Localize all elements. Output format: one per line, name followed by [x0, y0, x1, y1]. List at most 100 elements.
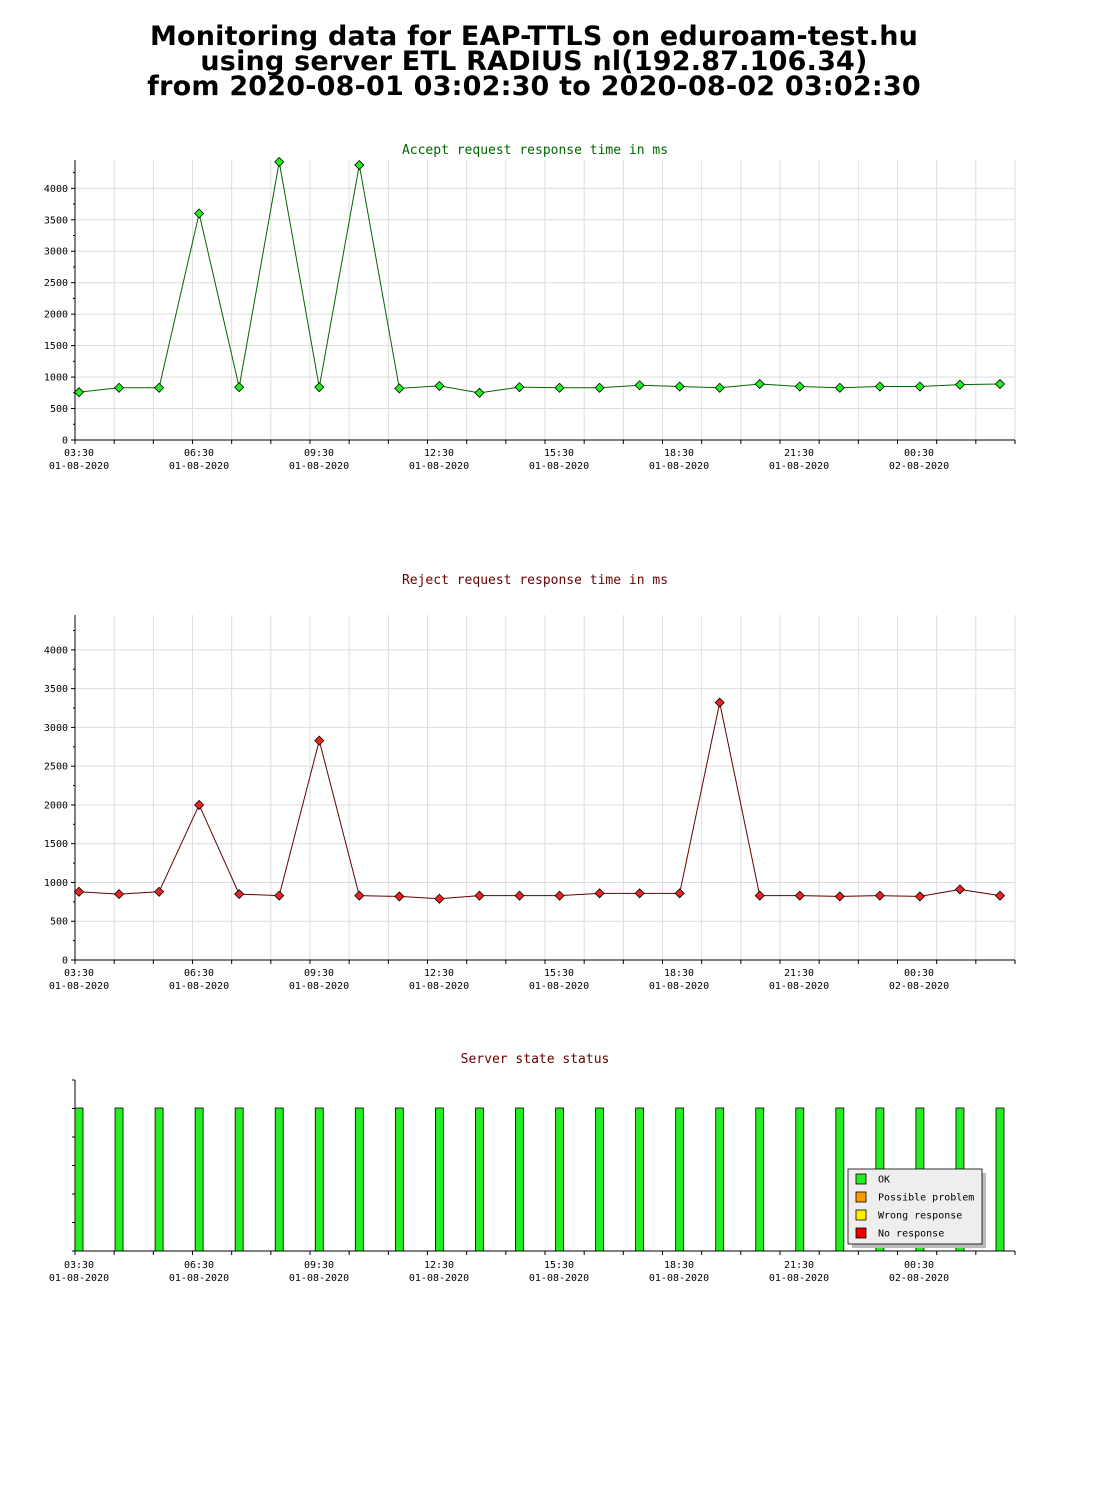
data-point — [394, 891, 405, 902]
data-point — [674, 381, 685, 392]
legend-swatch — [855, 1227, 867, 1239]
data-point — [234, 382, 245, 393]
x-tick-label-time: 00:30 — [904, 1260, 934, 1271]
x-tick-label-time: 00:30 — [904, 448, 934, 459]
x-tick-label-time: 18:30 — [664, 1260, 694, 1271]
status-bar — [995, 1107, 1005, 1252]
x-tick-label-date: 02-08-2020 — [889, 461, 949, 472]
data-point — [514, 382, 525, 393]
x-tick-label-date: 01-08-2020 — [49, 1273, 109, 1284]
data-point — [554, 890, 565, 901]
x-tick-label-time: 12:30 — [424, 448, 454, 459]
data-point — [73, 387, 85, 398]
status-bar — [835, 1107, 845, 1252]
status-bar — [394, 1107, 404, 1252]
status-bar — [234, 1107, 244, 1252]
y-tick-label: 3000 — [44, 723, 68, 734]
status-bar — [475, 1107, 484, 1252]
data-point — [314, 382, 325, 393]
x-tick-label-time: 06:30 — [184, 968, 214, 979]
data-point — [554, 382, 565, 393]
legend-swatch — [855, 1173, 867, 1185]
plot-area — [72, 1079, 1016, 1255]
x-tick-label-date: 01-08-2020 — [289, 981, 349, 992]
data-point — [754, 378, 765, 390]
status-bar — [515, 1107, 524, 1252]
y-tick-label: 4000 — [44, 645, 68, 656]
data-point — [113, 889, 125, 900]
y-tick-label: 2000 — [44, 800, 68, 811]
x-tick-label-date: 01-08-2020 — [649, 1273, 709, 1284]
data-point — [474, 890, 485, 901]
y-tick-label: 3500 — [44, 684, 68, 695]
legend-box — [847, 1168, 983, 1245]
data-point — [73, 886, 85, 897]
server-status-chart: Server state status 03:30 01-08-2020 06:30… — [49, 1052, 1016, 1284]
data-point — [634, 380, 645, 391]
chart-title: Server state status — [461, 1052, 610, 1067]
status-bar — [795, 1107, 805, 1252]
x-tick-label-date: 01-08-2020 — [169, 461, 229, 472]
data-point — [834, 382, 845, 393]
x-tick-label-time: 06:30 — [184, 448, 214, 459]
data-point — [914, 381, 925, 392]
data-point — [794, 890, 805, 901]
accept-response-time-chart: Accept request response time in ms 0 500 1… — [44, 143, 1016, 472]
status-bar — [434, 1107, 444, 1252]
data-point — [994, 378, 1006, 390]
legend-label: Possible problem — [878, 1193, 974, 1204]
data-point — [914, 891, 925, 902]
legend: OK Possible problem Wrong response No respo… — [847, 1168, 986, 1248]
y-tick-label: 2500 — [44, 278, 68, 289]
y-tick-label: 1500 — [44, 341, 68, 352]
data-point — [594, 382, 605, 393]
x-tick-label-time: 18:30 — [664, 448, 694, 459]
x-tick-label-date: 01-08-2020 — [409, 461, 469, 472]
x-tick-label-time: 15:30 — [544, 448, 574, 459]
y-tick-label: 2000 — [44, 310, 68, 321]
x-tick-label-time: 15:30 — [544, 1260, 574, 1271]
x-tick-label-time: 06:30 — [184, 1260, 214, 1271]
y-tick-label: 1000 — [44, 878, 68, 889]
x-tick-label-time: 03:30 — [64, 448, 94, 459]
data-point — [154, 886, 165, 897]
x-tick-label-date: 01-08-2020 — [769, 1273, 829, 1284]
x-tick-label-time: 15:30 — [544, 968, 574, 979]
status-bar — [74, 1107, 84, 1252]
x-tick-label-date: 01-08-2020 — [289, 461, 349, 472]
y-tick-label: 0 — [62, 956, 68, 967]
x-tick-label-time: 03:30 — [64, 1260, 94, 1271]
x-tick-label-date: 01-08-2020 — [49, 981, 109, 992]
x-tick-label-date: 01-08-2020 — [529, 461, 589, 472]
x-tick-label-date: 01-08-2020 — [409, 981, 469, 992]
x-tick-label-time: 21:30 — [784, 1260, 814, 1271]
status-bar — [274, 1107, 284, 1252]
legend-swatch — [855, 1191, 867, 1203]
y-tick-label: 0 — [62, 436, 68, 447]
x-tick-label-date: 01-08-2020 — [649, 981, 709, 992]
status-bar — [114, 1107, 124, 1252]
page-title-line-2: using server ETL RADIUS nl(192.87.106.34… — [200, 46, 868, 77]
data-point — [314, 735, 325, 746]
data-point — [714, 697, 725, 708]
x-tick-label-date: 01-08-2020 — [169, 981, 229, 992]
x-tick-label-date: 01-08-2020 — [649, 461, 709, 472]
x-tick-label-date: 01-08-2020 — [169, 1273, 229, 1284]
y-tick-label: 500 — [50, 917, 68, 928]
data-point — [674, 888, 685, 899]
x-tick-label-date: 01-08-2020 — [289, 1273, 349, 1284]
y-tick-label: 1500 — [44, 839, 68, 850]
status-bar — [314, 1107, 324, 1252]
chart-title: Accept request response time in ms — [402, 143, 668, 158]
data-point — [474, 387, 485, 398]
status-bar — [154, 1107, 164, 1252]
data-point — [354, 159, 365, 171]
legend-label: Wrong response — [878, 1211, 962, 1222]
legend-swatch — [855, 1209, 867, 1221]
data-point — [274, 890, 285, 901]
y-tick-label: 3000 — [44, 247, 68, 258]
legend-label: OK — [878, 1175, 890, 1186]
data-point — [274, 156, 285, 167]
status-bar — [555, 1107, 564, 1252]
x-tick-label-time: 09:30 — [304, 968, 334, 979]
